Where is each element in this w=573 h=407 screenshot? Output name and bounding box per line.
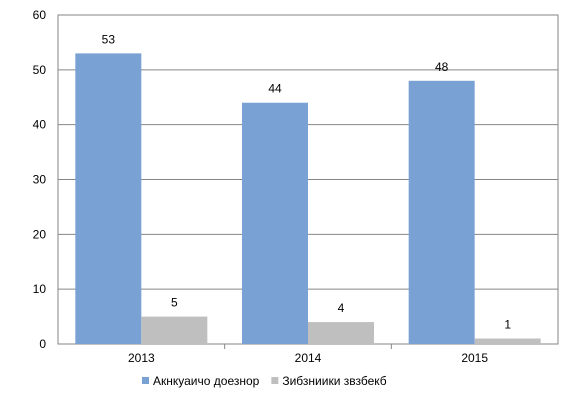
- bar-2015-series-1: [408, 80, 475, 345]
- data-label-2015-series-1: 48: [435, 60, 449, 74]
- bar-2015-series-2: [474, 338, 541, 344]
- data-label-2014-series-1: 44: [268, 82, 282, 96]
- y-tick-label-0: 0: [39, 337, 46, 351]
- y-tick-label-10: 10: [33, 282, 47, 296]
- bar-2014-series-1: [242, 102, 308, 344]
- legend-swatch-2: [271, 377, 279, 384]
- y-tick-label-40: 40: [33, 118, 47, 132]
- x-tick-label-2015: 2015: [461, 351, 488, 365]
- legend-label-1: Акнкуаичо доезнор: [153, 374, 260, 388]
- data-label-2013-series-1: 53: [102, 32, 116, 46]
- data-label-2015-series-2: 1: [504, 318, 511, 332]
- y-tick-label-60: 60: [33, 8, 47, 22]
- bar-2013-series-1: [75, 53, 142, 345]
- bar-2014-series-2: [308, 322, 374, 344]
- x-tick-label-2014: 2014: [295, 351, 322, 365]
- y-tick-label-20: 20: [33, 227, 47, 241]
- y-tick-label-30: 30: [33, 173, 47, 187]
- data-label-2014-series-2: 4: [338, 301, 345, 315]
- legend-label-2: Зибзниики звзбекб: [282, 374, 386, 388]
- bars: [75, 53, 541, 345]
- x-tick-label-2013: 2013: [128, 351, 155, 365]
- data-label-2013-series-2: 5: [171, 296, 178, 310]
- bar-2013-series-2: [141, 316, 208, 344]
- legend-swatch-1: [142, 377, 149, 384]
- y-tick-label-50: 50: [33, 63, 47, 77]
- legend: Акнкуаичо доезнор Зибзниики звзбекб: [142, 374, 387, 388]
